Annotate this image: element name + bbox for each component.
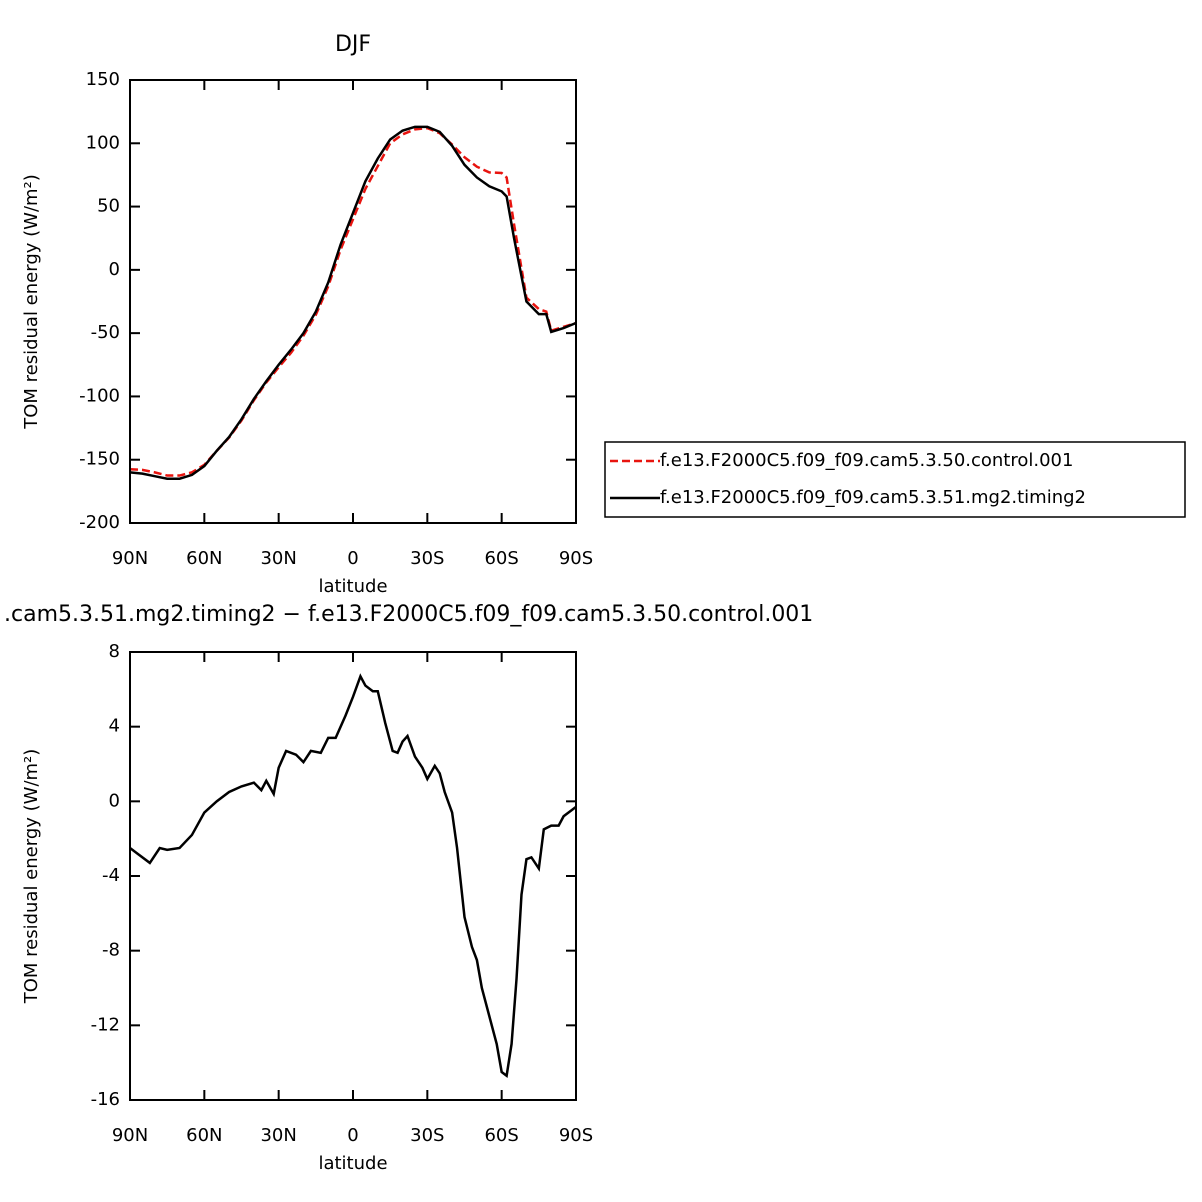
x-tick-label: 30S (410, 1125, 444, 1146)
x-tick-label: 60S (484, 1125, 518, 1146)
x-tick-label: 60N (186, 1125, 222, 1146)
data-line (129, 125, 577, 480)
chart-title: .cam5.3.51.mg2.timing2 − f.e13.F2000C5.f… (4, 602, 813, 627)
x-tick-label: 90N (112, 1125, 148, 1146)
y-axis-label: TOM residual energy (W/m²) (21, 174, 42, 430)
y-tick-label: -200 (79, 512, 120, 533)
plot-frame (129, 651, 577, 1101)
x-tick-label: 60N (186, 548, 222, 569)
legend-label: f.e13.F2000C5.f09_f09.cam5.3.51.mg2.timi… (660, 487, 1086, 508)
legend-label: f.e13.F2000C5.f09_f09.cam5.3.50.control.… (660, 450, 1073, 471)
y-tick-label: 0 (109, 790, 120, 811)
y-tick-label: 100 (86, 132, 120, 153)
y-tick-label: 150 (86, 69, 120, 90)
x-tick-label: 0 (347, 1125, 358, 1146)
y-tick-label: 50 (97, 196, 120, 217)
x-tick-label: 30S (410, 548, 444, 569)
y-tick-label: 4 (109, 716, 120, 737)
x-tick-label: 90S (559, 1125, 593, 1146)
y-tick-label: -50 (91, 322, 120, 343)
data-line (129, 673, 577, 1078)
y-tick-label: -150 (79, 449, 120, 470)
x-tick-label: 30N (260, 1125, 296, 1146)
plot-frame (129, 79, 577, 524)
y-tick-label: -4 (102, 865, 120, 886)
y-tick-label: 8 (109, 641, 120, 662)
x-tick-label: 90N (112, 548, 148, 569)
x-tick-label: 30N (260, 548, 296, 569)
data-line (129, 126, 577, 477)
y-tick-label: -12 (91, 1014, 120, 1035)
legend-box (604, 441, 1186, 518)
y-tick-label: -100 (79, 385, 120, 406)
y-axis-label: TOM residual energy (W/m²) (21, 749, 42, 1005)
x-tick-label: 0 (347, 548, 358, 569)
y-tick-label: -8 (102, 940, 120, 961)
chart-title: DJF (335, 32, 371, 57)
x-tick-label: 60S (484, 548, 518, 569)
x-axis-label: latitude (318, 1153, 387, 1174)
y-tick-label: 0 (109, 259, 120, 280)
y-tick-label: -16 (91, 1089, 120, 1110)
x-axis-label: latitude (318, 576, 387, 597)
x-tick-label: 90S (559, 548, 593, 569)
